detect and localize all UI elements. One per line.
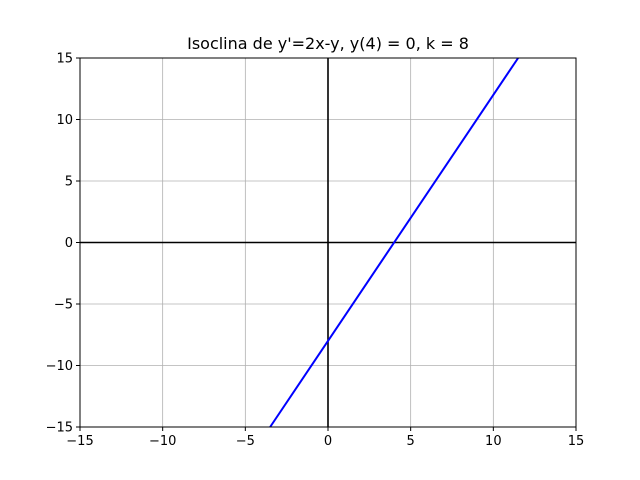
x-axis-ticks: −15 −10 −5 0 5 10 15 (66, 427, 584, 449)
y-tick-label-4: 5 (65, 175, 73, 190)
x-tick-label-3: 0 (324, 434, 332, 449)
y-tick-label-2: −5 (54, 298, 73, 313)
y-tick-label-6: 15 (56, 52, 73, 67)
x-tick-label-6: 15 (568, 434, 585, 449)
x-tick-label-4: 5 (407, 434, 415, 449)
x-tick-label-2: −5 (236, 434, 255, 449)
x-tick-label-5: 10 (485, 434, 502, 449)
y-tick-label-1: −10 (46, 359, 73, 374)
chart-title: Isoclina de y'=2x-y, y(4) = 0, k = 8 (187, 34, 469, 53)
y-tick-label-0: −15 (46, 421, 73, 436)
series-layer (269, 57, 519, 428)
x-tick-label-0: −15 (66, 434, 93, 449)
series-line-0 (269, 57, 519, 428)
x-tick-label-1: −10 (149, 434, 176, 449)
y-axis-ticks: −15 −10 −5 0 5 10 15 (46, 52, 80, 436)
zero-axes (80, 58, 576, 427)
y-tick-label-3: 0 (65, 236, 73, 251)
y-tick-label-5: 10 (56, 113, 73, 128)
